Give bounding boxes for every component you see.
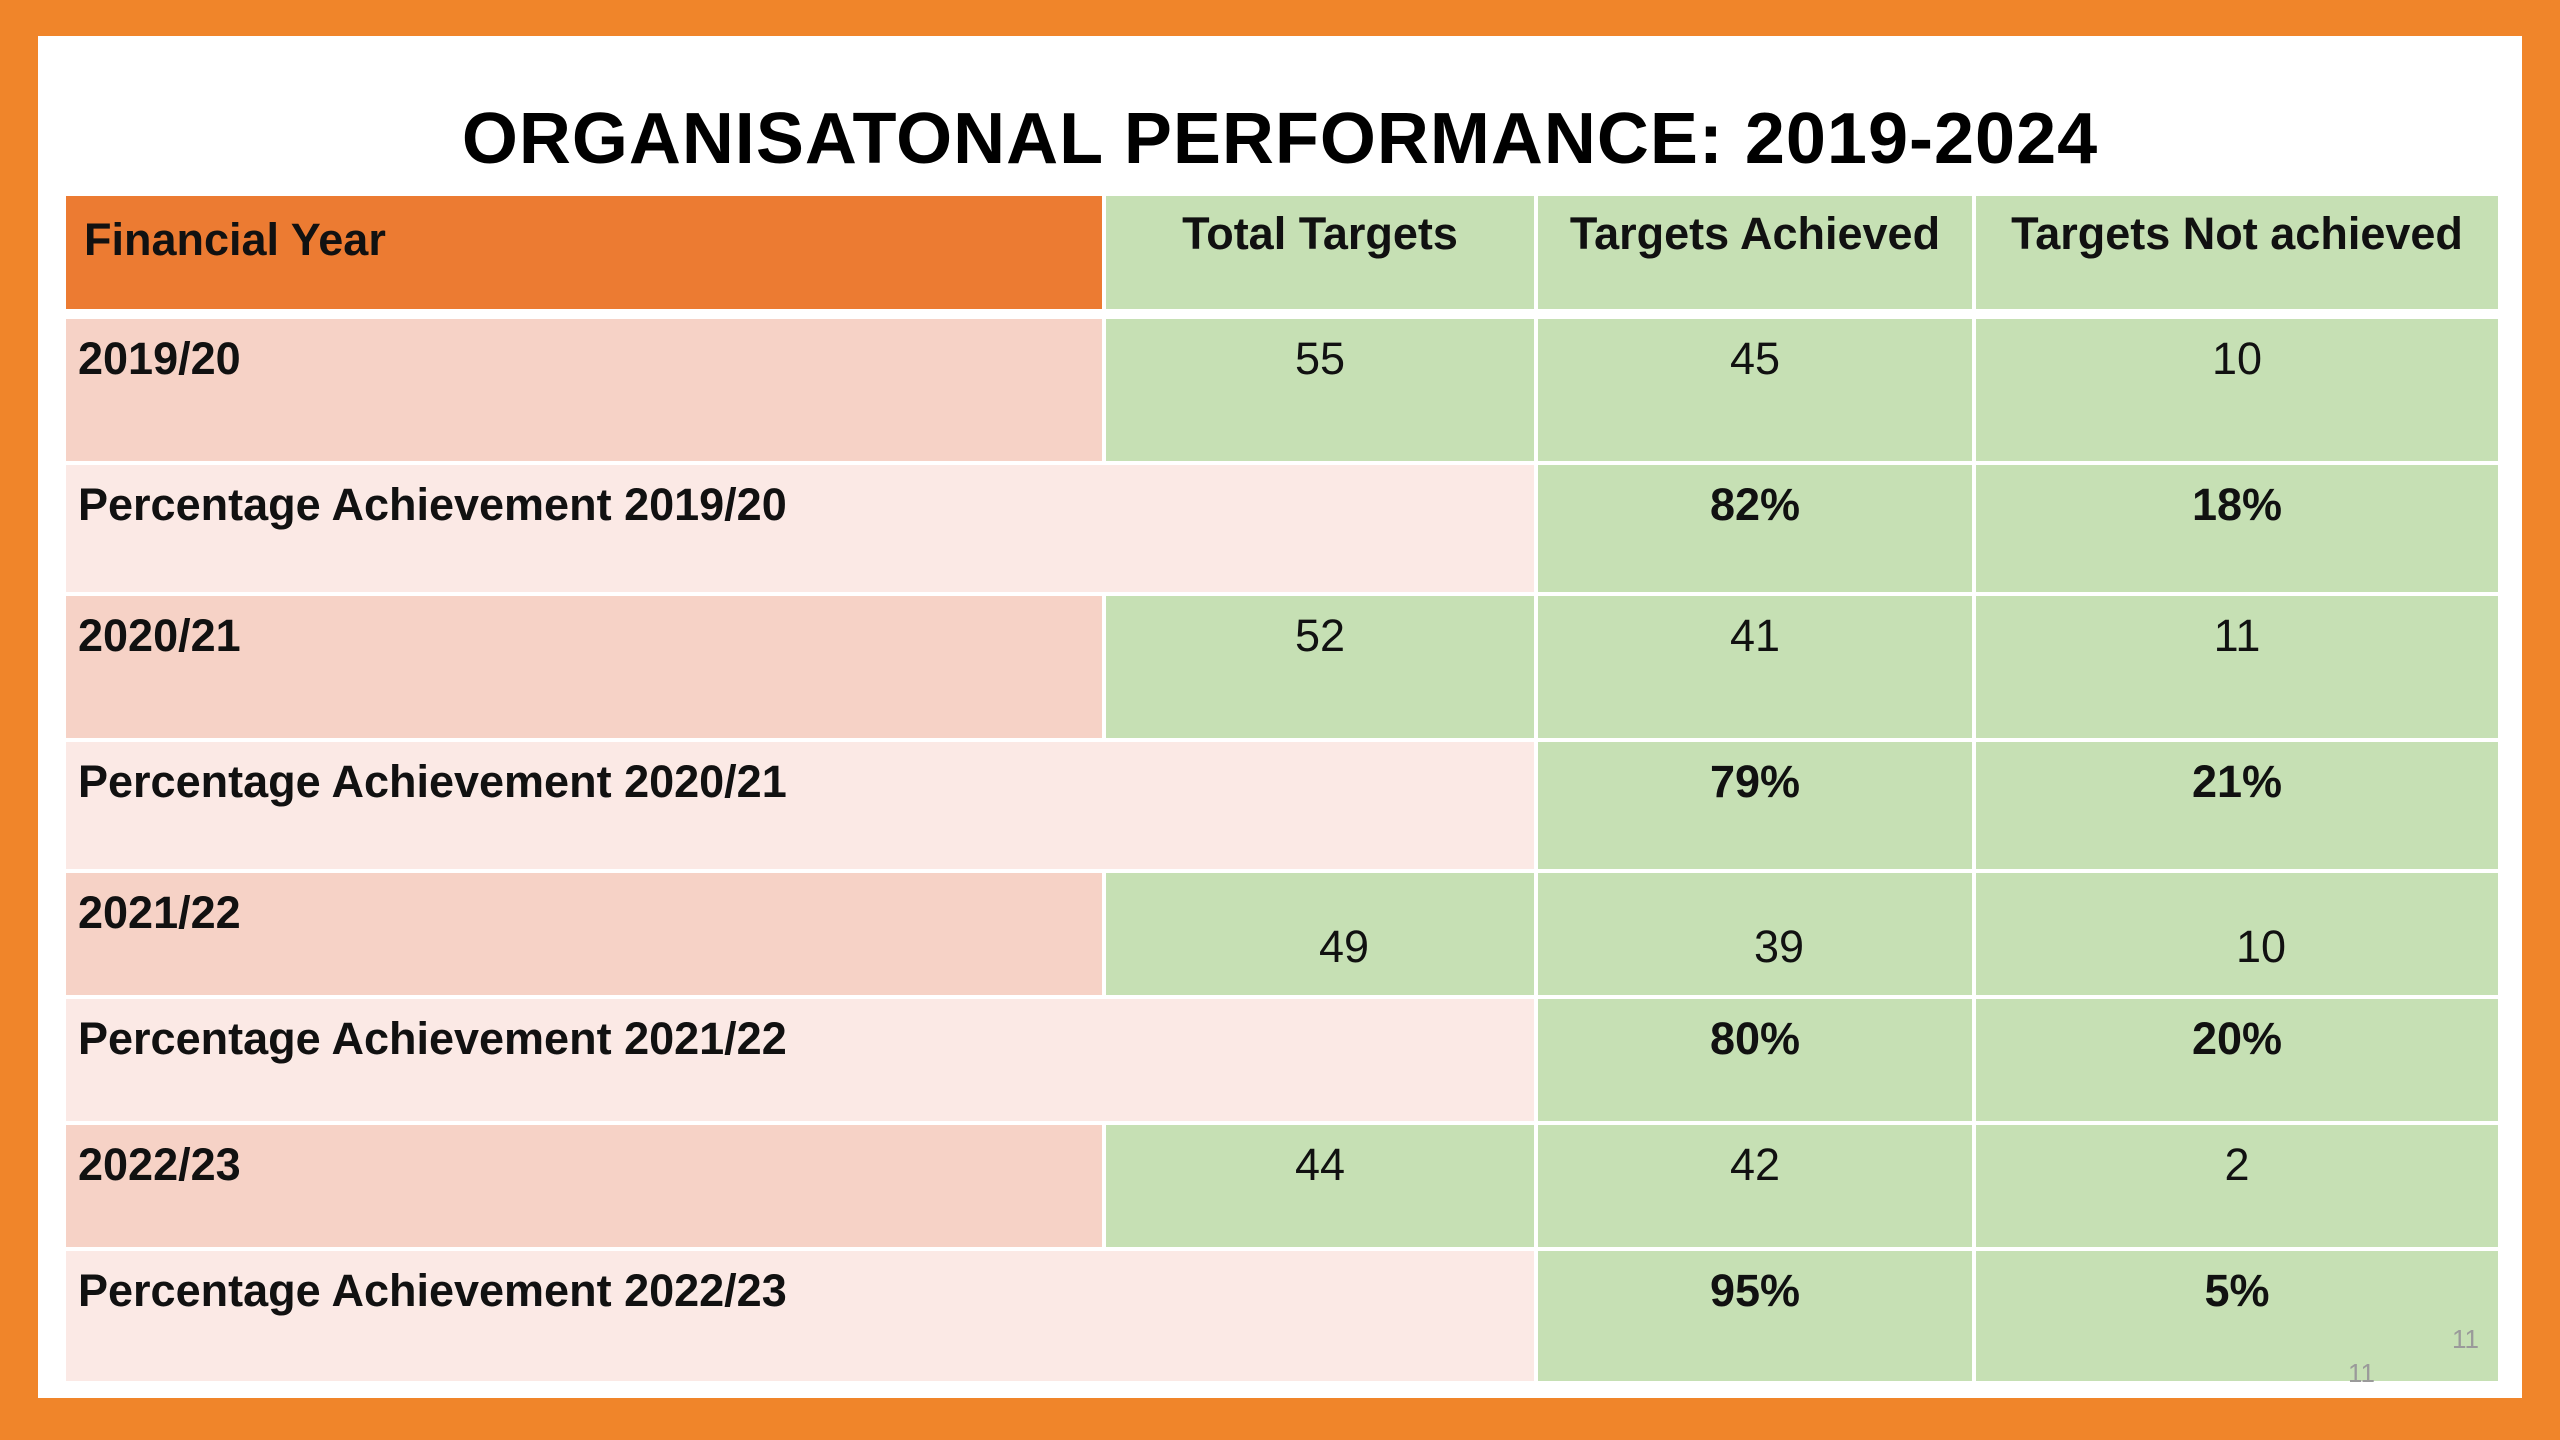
cell-targets-not-achieved: 2 xyxy=(1976,1125,2498,1247)
row-percentage-label: Percentage Achievement 2021/22 xyxy=(66,999,1534,1121)
cell-percentage-achieved: 82% xyxy=(1538,465,1972,592)
cell-percentage-achieved: 95% xyxy=(1538,1251,1972,1381)
cell-total-targets: 55 xyxy=(1106,319,1534,461)
slide-number: 11 xyxy=(2452,1324,2479,1354)
row-year-label: 2020/21 xyxy=(66,596,1102,738)
header-targets-achieved: Targets Achieved xyxy=(1538,196,1972,309)
cell-percentage-not-achieved: 5% xyxy=(1976,1251,2498,1381)
cell-targets-not-achieved: 11 xyxy=(1976,596,2498,738)
row-year-label: 2021/22 xyxy=(66,873,1102,995)
row-year-label: 2022/23 xyxy=(66,1125,1102,1247)
cell-targets-achieved: 42 xyxy=(1538,1125,1972,1247)
cell-targets-achieved: 39 xyxy=(1538,873,1972,995)
cell-total-targets: 44 xyxy=(1106,1125,1534,1247)
cell-targets-achieved: 41 xyxy=(1538,596,1972,738)
cell-total-targets: 52 xyxy=(1106,596,1534,738)
cell-percentage-achieved: 80% xyxy=(1538,999,1972,1121)
cell-percentage-not-achieved: 21% xyxy=(1976,742,2498,869)
cell-targets-achieved: 45 xyxy=(1538,319,1972,461)
cell-targets-not-achieved: 10 xyxy=(1976,319,2498,461)
header-targets-not-achieved: Targets Not achieved xyxy=(1976,196,2498,309)
slide-title: ORGANISATONAL PERFORMANCE: 2019-2024 xyxy=(461,99,2099,179)
slide: ORGANISATONAL PERFORMANCE: 2019-2024 Fin… xyxy=(38,36,2522,1398)
row-percentage-label: Percentage Achievement 2020/21 xyxy=(66,742,1534,869)
row-percentage-label: Percentage Achievement 2019/20 xyxy=(66,465,1534,592)
cell-targets-not-achieved: 10 xyxy=(1976,873,2498,995)
cell-percentage-achieved: 79% xyxy=(1538,742,1972,869)
header-financial-year: Financial Year xyxy=(66,196,1102,309)
row-percentage-label: Percentage Achievement 2022/23 xyxy=(66,1251,1534,1381)
header-total-targets: Total Targets xyxy=(1106,196,1534,309)
cell-percentage-not-achieved: 20% xyxy=(1976,999,2498,1121)
cell-percentage-not-achieved: 18% xyxy=(1976,465,2498,592)
row-year-label: 2019/20 xyxy=(66,319,1102,461)
cell-total-targets: 49 xyxy=(1106,873,1534,995)
slide-number-duplicate: 11 xyxy=(2348,1358,2375,1388)
